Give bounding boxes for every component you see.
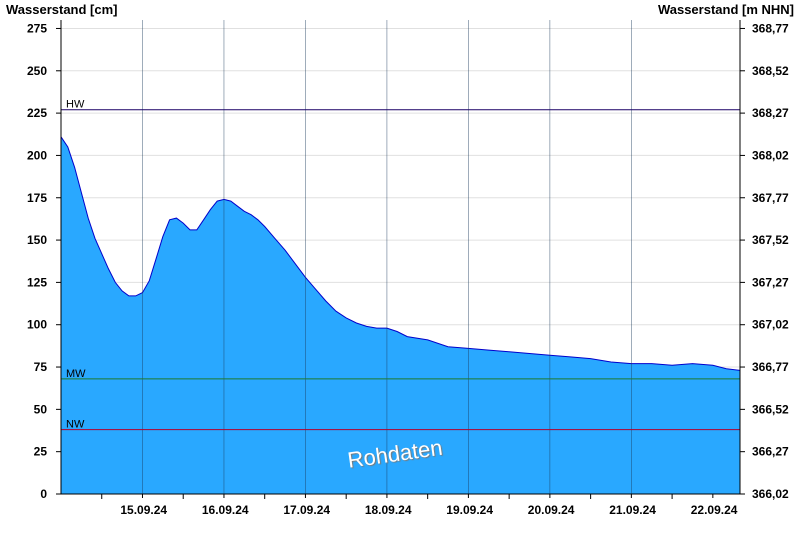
y-tick-label-right: 367,27 — [752, 275, 789, 289]
y-tick-label-left: 50 — [34, 402, 48, 416]
y-tick-label-right: 366,77 — [752, 360, 789, 374]
y-tick-label-right: 368,27 — [752, 106, 789, 120]
y-tick-label-left: 25 — [34, 445, 48, 459]
y-tick-label-right: 367,77 — [752, 191, 789, 205]
x-tick-label: 16.09.24 — [202, 503, 249, 517]
y-tick-label-right: 367,02 — [752, 318, 789, 332]
y-tick-label-right: 368,77 — [752, 21, 789, 35]
reference-label-nw: NW — [66, 419, 85, 431]
x-tick-label: 22.09.24 — [691, 503, 738, 517]
y-tick-label-left: 100 — [27, 318, 47, 332]
y-axis-title-right: Wasserstand [m NHN] — [657, 2, 794, 17]
x-tick-label: 19.09.24 — [446, 503, 493, 517]
y-tick-label-right: 368,52 — [752, 64, 789, 78]
y-tick-label-right: 367,52 — [752, 233, 789, 247]
x-tick-label: 20.09.24 — [528, 503, 575, 517]
y-tick-label-right: 366,02 — [752, 487, 789, 501]
reference-label-mw: MW — [66, 368, 86, 380]
x-tick-label: 17.09.24 — [283, 503, 330, 517]
y-tick-label-right: 366,52 — [752, 402, 789, 416]
y-tick-label-left: 75 — [34, 360, 48, 374]
y-tick-label-right: 366,27 — [752, 445, 789, 459]
y-tick-label-left: 225 — [27, 106, 47, 120]
water-level-area — [61, 136, 740, 495]
y-tick-label-left: 250 — [27, 64, 47, 78]
y-axis-title-left: Wasserstand [cm] — [6, 2, 118, 17]
x-tick-label: 15.09.24 — [120, 503, 167, 517]
reference-label-hw: HW — [66, 99, 85, 111]
y-tick-label-right: 368,02 — [752, 148, 789, 162]
y-tick-label-left: 125 — [27, 275, 47, 289]
water-level-line — [60, 136, 741, 371]
x-tick-label: 18.09.24 — [365, 503, 412, 517]
y-tick-label-left: 150 — [27, 233, 47, 247]
y-tick-label-left: 0 — [40, 487, 47, 501]
y-tick-label-left: 275 — [27, 21, 47, 35]
y-tick-label-left: 175 — [27, 191, 47, 205]
y-tick-label-left: 200 — [27, 148, 47, 162]
x-tick-label: 21.09.24 — [609, 503, 656, 517]
